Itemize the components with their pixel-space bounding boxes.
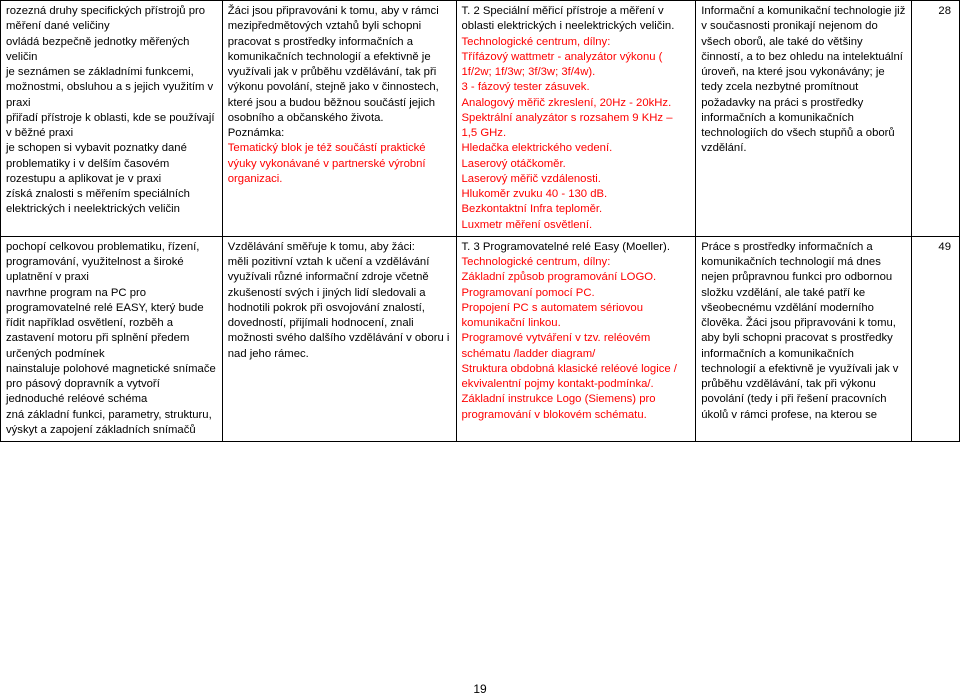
page-container: rozezná druhy specifických přístrojů pro… bbox=[0, 0, 960, 698]
text-segment: Tematický blok je též součástí praktické… bbox=[228, 142, 426, 185]
text-segment: rozezná druhy specifických přístrojů pro… bbox=[6, 5, 205, 32]
cell-c1: rozezná druhy specifických přístrojů pro… bbox=[1, 1, 223, 237]
text-segment: T. 3 Programovatelné relé Easy (Moeller)… bbox=[462, 241, 670, 253]
text-segment: Laserový měřič vzdálenosti. bbox=[462, 173, 601, 185]
cell-number: 49 bbox=[912, 236, 960, 441]
text-segment: Propojení PC s automatem sériovou komuni… bbox=[462, 302, 643, 329]
text-segment: Třífázový wattmetr - analyzátor výkonu (… bbox=[462, 51, 663, 78]
table-row: rozezná druhy specifických přístrojů pro… bbox=[1, 1, 960, 237]
text-segment: získá znalosti s měřením speciálních ele… bbox=[6, 188, 190, 215]
text-segment: Spektrální analyzátor s rozsahem 9 KHz –… bbox=[462, 112, 673, 139]
text-segment: Základní instrukce Logo (Siemens) pro pr… bbox=[462, 393, 656, 420]
text-segment: měli pozitivní vztah k učení a vzděláván… bbox=[228, 256, 450, 360]
cell-c1: pochopí celkovou problematiku, řízení, p… bbox=[1, 236, 223, 441]
text-segment: pochopí celkovou problematiku, řízení, p… bbox=[6, 241, 199, 284]
text-segment: Poznámka: bbox=[228, 127, 285, 139]
cell-c3: T. 3 Programovatelné relé Easy (Moeller)… bbox=[456, 236, 696, 441]
text-segment: je schopen si vybavit poznatky dané prob… bbox=[6, 142, 187, 185]
text-segment: Laserový otáčkoměr. bbox=[462, 158, 566, 170]
text-segment: nainstaluje polohové magnetické snímače … bbox=[6, 363, 216, 406]
text-segment: Technologické centrum, dílny: bbox=[462, 36, 611, 48]
text-segment: Vzdělávání směřuje k tomu, aby žáci: bbox=[228, 241, 415, 253]
cell-c2: Žáci jsou připravováni k tomu, aby v rám… bbox=[222, 1, 456, 237]
text-segment: Luxmetr měření osvětlení. bbox=[462, 219, 593, 231]
text-segment: Práce s prostředky informačních a komuni… bbox=[701, 241, 898, 421]
text-segment: Technologické centrum, dílny: bbox=[462, 256, 611, 268]
text-segment: Základní způsob programování LOGO. bbox=[462, 271, 657, 283]
cell-c3: T. 2 Speciální měřicí přístroje a měření… bbox=[456, 1, 696, 237]
text-segment: Informační a komunikační technologie již… bbox=[701, 5, 905, 154]
text-segment: Hlukoměr zvuku 40 - 130 dB. bbox=[462, 188, 608, 200]
page-number: 19 bbox=[0, 682, 960, 696]
text-segment: Programovaní pomocí PC. bbox=[462, 287, 595, 299]
text-segment: T. 2 Speciální měřicí přístroje a měření… bbox=[462, 5, 675, 32]
cell-number: 28 bbox=[912, 1, 960, 237]
text-segment: Analogový měřič zkreslení, 20Hz - 20kHz. bbox=[462, 97, 672, 109]
text-segment: Žáci jsou připravováni k tomu, aby v rám… bbox=[228, 5, 439, 124]
content-table: rozezná druhy specifických přístrojů pro… bbox=[0, 0, 960, 442]
text-segment: Bezkontaktní Infra teploměr. bbox=[462, 203, 603, 215]
cell-c4: Práce s prostředky informačních a komuni… bbox=[696, 236, 912, 441]
text-segment: zná základní funkci, parametry, struktur… bbox=[6, 409, 212, 436]
text-segment: 3 - fázový tester zásuvek. bbox=[462, 81, 590, 93]
cell-c4: Informační a komunikační technologie již… bbox=[696, 1, 912, 237]
text-segment: navrhne program na PC pro programovateln… bbox=[6, 287, 204, 360]
table-row: pochopí celkovou problematiku, řízení, p… bbox=[1, 236, 960, 441]
text-segment: Struktura obdobná klasické reléové logic… bbox=[462, 363, 677, 390]
text-segment: ovládá bezpečně jednotky měřených veliči… bbox=[6, 36, 189, 63]
cell-c2: Vzdělávání směřuje k tomu, aby žáci: měli… bbox=[222, 236, 456, 441]
text-segment: Programové vytváření v tzv. reléovém sch… bbox=[462, 332, 651, 359]
text-segment: je seznámen se základními funkcemi, možn… bbox=[6, 66, 213, 109]
text-segment: přiřadí přístroje k oblasti, kde se použ… bbox=[6, 112, 214, 139]
text-segment: Hledačka elektrického vedení. bbox=[462, 142, 613, 154]
